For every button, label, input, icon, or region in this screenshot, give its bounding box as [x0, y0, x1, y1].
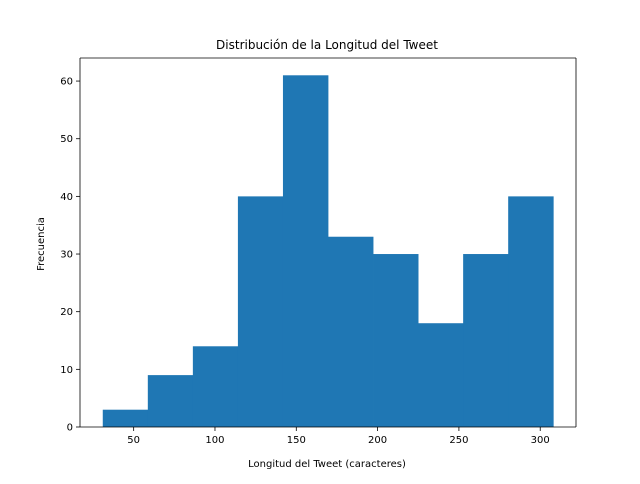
y-axis-label: Frecuencia [36, 217, 47, 271]
x-tick-label: 150 [287, 435, 306, 446]
ticks-layer: 50 100 150 200 250 300 0 10 20 30 40 50 60 [60, 77, 550, 446]
histogram-bar [282, 75, 329, 427]
y-tick-label: 40 [60, 192, 73, 203]
histogram-bar [418, 323, 464, 427]
histogram-bar [328, 236, 374, 427]
x-tick-label: 100 [205, 435, 224, 446]
x-tick-label: 300 [531, 435, 550, 446]
chart-title: Distribución de la Longitud del Tweet [216, 38, 438, 52]
y-tick-label: 0 [67, 423, 73, 434]
histogram-bar [237, 196, 284, 427]
histogram-bar [463, 254, 509, 427]
x-tick-label: 200 [368, 435, 387, 446]
y-tick-label: 20 [60, 307, 73, 318]
y-tick-label: 30 [60, 250, 73, 261]
axes-layer [79, 57, 577, 428]
y-tick-label: 60 [60, 77, 73, 88]
x-tick-label: 250 [449, 435, 468, 446]
bars-layer [102, 75, 554, 427]
histogram-bar [147, 375, 194, 427]
x-tick-label: 50 [127, 435, 140, 446]
x-axis-label: Longitud del Tweet (caracteres) [248, 459, 406, 470]
histogram-bar [102, 409, 149, 427]
histogram-bar [192, 346, 239, 427]
histogram-bar [508, 196, 554, 427]
histogram-bar [373, 254, 419, 427]
y-tick-label: 50 [60, 134, 73, 145]
y-tick-label: 10 [60, 365, 73, 376]
